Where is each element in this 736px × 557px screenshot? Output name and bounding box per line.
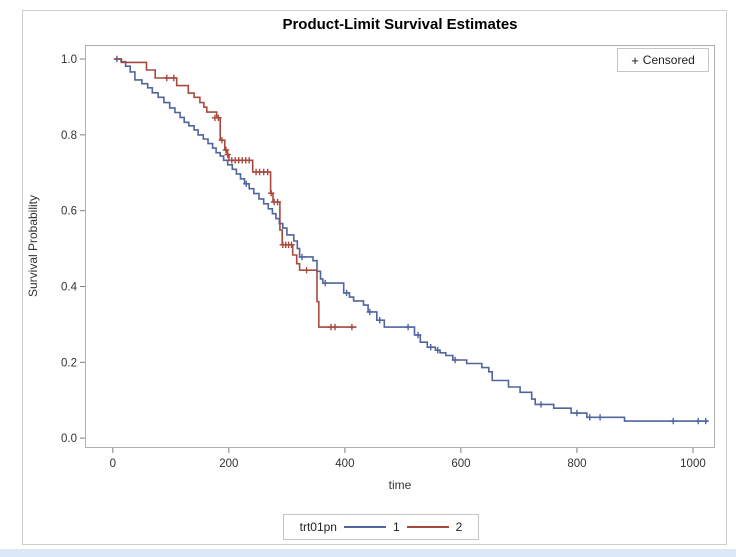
y-axis-title: Survival Probability xyxy=(26,194,40,298)
y-tick-label: 1.0 xyxy=(61,54,77,66)
survival-curve-group2 xyxy=(114,58,357,328)
x-tick-label: 200 xyxy=(219,458,238,470)
survival-plot-area: 0 200 400 600 800 1000 0.0 0.2 0.4 0.6 0.8 1.0 xyxy=(61,45,715,470)
y-tick-label: 0.4 xyxy=(61,281,78,293)
x-tick-label: 1000 xyxy=(680,458,706,470)
legend-line-group1 xyxy=(343,526,386,528)
group-legend-title: trt01pn xyxy=(299,520,337,534)
x-tick-label: 800 xyxy=(567,458,586,470)
x-tick-label: 0 xyxy=(110,458,116,470)
x-tick-label: 600 xyxy=(451,458,470,470)
x-axis-title: time xyxy=(388,478,412,492)
chart-title: Product-Limit Survival Estimates xyxy=(282,16,518,33)
censored-legend-label: Censored xyxy=(642,53,695,67)
censor-marks-group1 xyxy=(113,55,709,425)
y-tick-label: 0.2 xyxy=(61,357,77,369)
y-tick-label: 0.8 xyxy=(61,130,77,142)
plot-border xyxy=(85,45,715,448)
legend-label-group2: 2 xyxy=(455,520,463,534)
group-legend: trt01pn 1 2 xyxy=(283,514,479,540)
survival-curve-group1 xyxy=(114,58,708,422)
legend-line-group2 xyxy=(406,526,449,528)
graph-frame xyxy=(22,10,727,545)
y-tick-label: 0.0 xyxy=(61,433,77,445)
page-bottom-strip xyxy=(0,549,736,557)
x-tick-label: 400 xyxy=(335,458,354,470)
censored-legend: + Censored xyxy=(617,48,709,72)
legend-label-group1: 1 xyxy=(392,520,400,534)
censor-plus-icon: + xyxy=(631,52,639,68)
y-tick-label: 0.6 xyxy=(61,206,77,218)
censor-marks-group2 xyxy=(163,74,356,331)
